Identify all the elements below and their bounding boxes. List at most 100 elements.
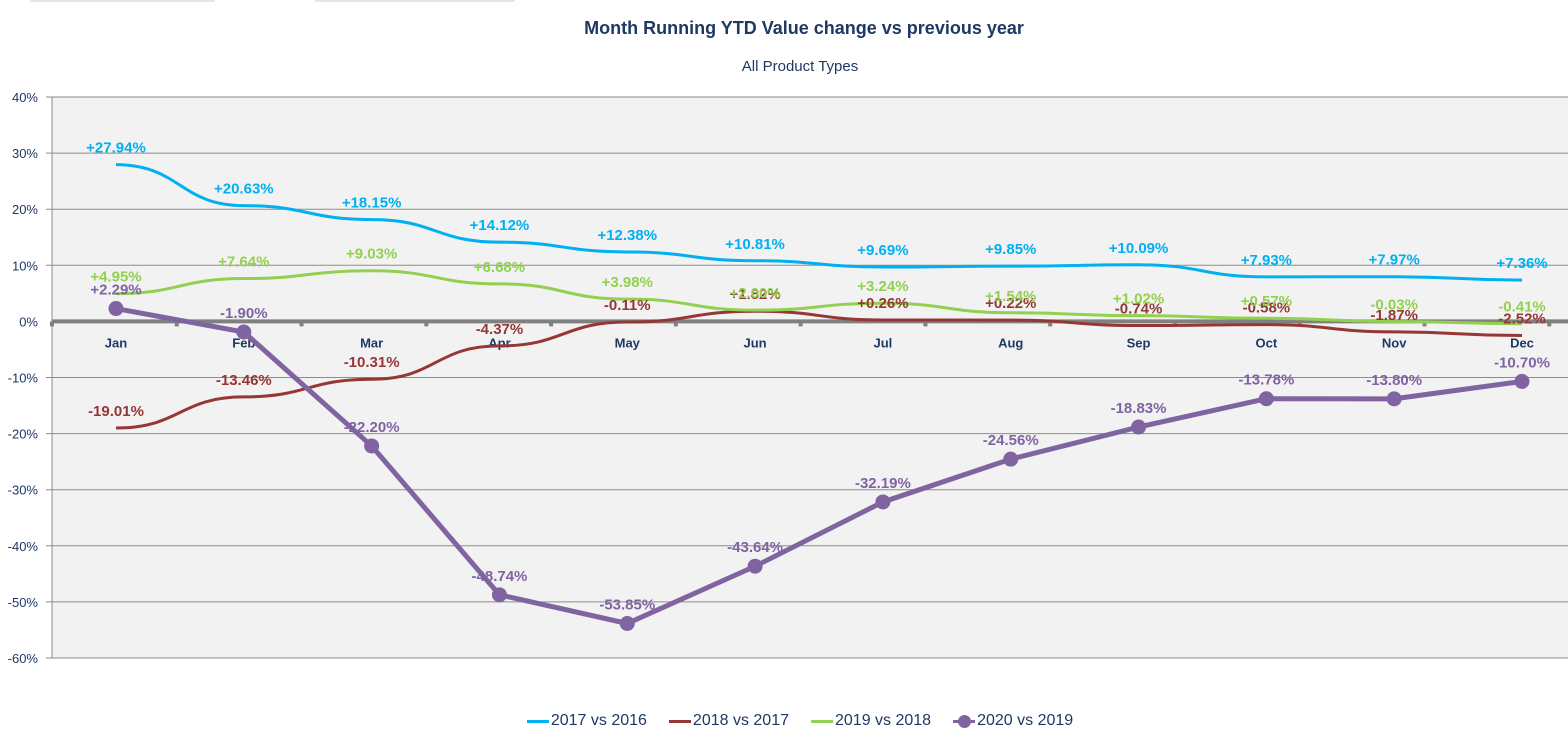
data-label: +10.81% (725, 236, 785, 253)
legend-label: 2017 vs 2016 (550, 712, 647, 729)
x-tick-label: Jul (874, 335, 893, 350)
x-tick-mark (424, 321, 429, 327)
data-point (1514, 373, 1530, 389)
data-label: +7.97% (1369, 252, 1420, 269)
data-label: -1.90% (220, 305, 268, 322)
x-tick-mark (1172, 321, 1177, 327)
x-tick-label: Nov (1382, 335, 1407, 350)
data-label: -32.19% (855, 475, 911, 492)
data-label: +14.12% (470, 217, 530, 234)
data-label: +12.38% (597, 227, 657, 244)
legend-item: 2017 vs 2016 (526, 712, 647, 730)
data-label: -1.87% (1370, 307, 1418, 324)
data-label: -24.56% (983, 432, 1039, 449)
data-label: -48.74% (472, 568, 528, 585)
data-label: -2.52% (1498, 311, 1546, 328)
data-point (364, 438, 380, 454)
x-tick-label: Sep (1127, 335, 1151, 350)
axes: 40% 30% 20% 10% 0% -10% -20% -30% -40% -50% -60% Ja… (8, 90, 1568, 666)
legend: 2017 vs 2016 2018 vs 2017 2019 vs 2018 2020… (0, 712, 1568, 730)
legend-swatch (811, 719, 833, 723)
data-label: +18.15% (342, 195, 402, 212)
series-lines (108, 163, 1530, 631)
x-tick-mark (1422, 321, 1427, 327)
x-tick-label: Aug (998, 335, 1023, 350)
chart-subtitle: All Product Types (741, 58, 859, 75)
y-tick-label: -40% (8, 539, 39, 554)
data-label: +27.94% (86, 140, 146, 157)
data-label: +9.03% (346, 246, 397, 263)
data-label: +1.82% (729, 286, 780, 303)
x-tick-label: Dec (1510, 335, 1534, 350)
data-label: -0.11% (604, 297, 651, 314)
data-label: +7.36% (1496, 255, 1547, 272)
legend-swatch (668, 719, 691, 723)
data-label: -19.01% (88, 403, 144, 420)
x-tick-label: May (615, 335, 641, 350)
x-tick-label: Jun (744, 335, 767, 350)
data-label: +7.64% (218, 254, 269, 271)
chart-title: Month Running YTD Value change vs previo… (584, 18, 1024, 38)
data-label: +6.68% (474, 259, 525, 276)
data-point (1386, 391, 1402, 407)
legend-item: 2018 vs 2017 (668, 712, 789, 730)
data-point (236, 324, 252, 340)
data-label: -13.80% (1366, 372, 1422, 389)
x-tick-mark (299, 321, 304, 327)
x-tick-label: Oct (1256, 335, 1278, 350)
data-label: +2.00% (729, 285, 780, 302)
data-point (108, 301, 124, 317)
y-tick-label: 40% (12, 90, 38, 105)
x-tick-mark (673, 321, 678, 327)
y-tick-label: -30% (8, 483, 39, 498)
data-label: +4.95% (90, 269, 141, 286)
legend-label: 2018 vs 2017 (692, 712, 789, 729)
data-label: +9.69% (857, 242, 908, 259)
data-label: -53.85% (599, 596, 655, 613)
x-tick-mark (1297, 321, 1302, 327)
data-label: -10.31% (344, 354, 400, 371)
top-edge-decoration (315, 0, 515, 2)
legend-swatch (953, 714, 976, 728)
x-tick-mark (1547, 321, 1552, 327)
legend-swatch (526, 719, 549, 723)
data-label: -10.70% (1494, 354, 1550, 371)
data-label: +0.22% (985, 295, 1036, 312)
data-label: -4.37% (476, 321, 524, 338)
x-tick-mark (549, 321, 554, 327)
legend-item: 2019 vs 2018 (811, 712, 931, 730)
data-label: -0.58% (1243, 300, 1291, 317)
x-tick-mark (174, 321, 179, 327)
data-label: +0.26% (857, 295, 908, 312)
x-tick-mark (50, 321, 54, 327)
y-tick-label: 20% (12, 202, 38, 217)
y-tick-label: -10% (8, 371, 39, 386)
data-labels: +27.94% +20.63% +18.15% +14.12% +12.38% +10.8… (86, 140, 1550, 614)
legend-label: 2019 vs 2018 (835, 712, 932, 729)
top-edge-decoration (30, 0, 215, 2)
y-tick-label: 0% (19, 314, 38, 329)
data-label: -13.46% (216, 372, 272, 389)
data-label: +7.93% (1241, 252, 1292, 269)
data-point (1258, 391, 1274, 407)
gridlines (46, 96, 1568, 659)
data-point (1131, 419, 1147, 435)
series-line-3 (115, 306, 1523, 626)
y-tick-label: 30% (12, 146, 38, 161)
x-tick-mark (923, 321, 928, 327)
data-point (491, 587, 507, 603)
data-label: -13.78% (1238, 372, 1294, 389)
data-label: +3.24% (857, 278, 908, 295)
data-label: +3.98% (602, 274, 653, 291)
legend-marker (958, 714, 972, 728)
x-tick-label: Mar (360, 335, 383, 350)
y-tick-label: -50% (8, 595, 39, 610)
data-point (619, 615, 635, 631)
data-point (875, 494, 891, 510)
y-tick-label: -20% (8, 427, 39, 442)
data-label: +10.09% (1109, 240, 1169, 257)
series-line-0 (115, 163, 1523, 282)
data-label: -18.83% (1111, 400, 1167, 417)
data-label: -0.74% (1115, 301, 1163, 318)
